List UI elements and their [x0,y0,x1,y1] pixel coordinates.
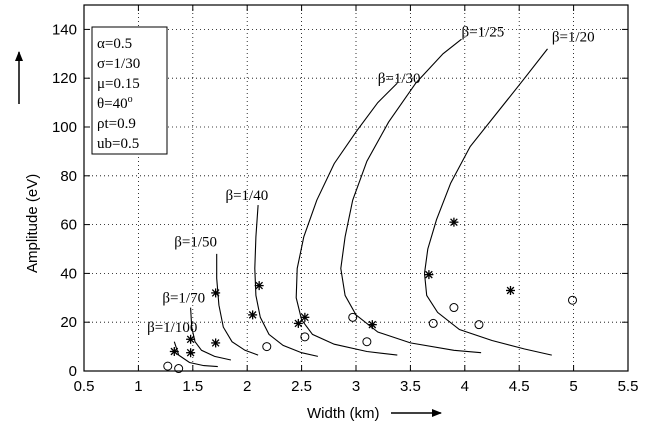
asterisk-stroke [425,270,433,279]
asterisk-stroke [301,313,309,322]
beta-curve-label: β=1/25 [462,25,505,41]
asterisk-marker [424,270,434,280]
beta-curve-label: β=1/70 [162,291,205,307]
param-theta-text: θ=40 [97,96,128,112]
asterisk-marker [248,310,258,320]
x-tick-label: 2 [243,378,251,395]
asterisk-marker [186,348,196,358]
y-tick-label: 80 [60,168,77,185]
parameter-box: α=0.5 σ=1/30 μ=0.15 θ=40o ρt=0.9 ub=0.5 [91,26,168,155]
asterisk-stroke [506,286,515,295]
beta-curve-label: β=1/30 [378,71,421,87]
asterisk-stroke [255,281,264,290]
asterisk-marker [300,312,310,322]
asterisk-marker [505,285,515,295]
beta-curve [423,48,552,356]
beta-curve [216,253,259,356]
beta-curve [254,205,319,357]
circle-marker [362,337,372,347]
beta-curve-label: β=1/100 [147,320,197,336]
x-tick-label: 4 [461,378,469,395]
x-tick-label: 3 [352,378,360,395]
param-theta-superscript: o [128,94,133,105]
asterisk-stroke [294,319,303,328]
y-tick-label: 120 [52,70,77,87]
asterisk-stroke [186,348,195,357]
beta-curve-label: β=1/40 [225,188,268,204]
parameter-box-frame [91,26,168,155]
circle-marker [568,295,578,305]
y-tick-label: 100 [52,119,77,136]
circle-marker [300,332,310,342]
y-tick-label: 0 [69,363,77,380]
x-tick-label: 1.5 [182,378,203,395]
param-rho-text: ρt=0.9 [97,116,136,132]
ticks: 0.5 1 1.5 2 2.5 3 3.5 4 4.5 5 5.5 0 20 40 60 80 100 120 14… [52,5,638,395]
circle-marker [262,342,272,352]
asterisk-marker [367,320,377,330]
circle-marker [348,312,358,322]
asterisk-stroke [170,347,179,356]
param-theta: θ=40o [97,94,133,112]
y-axis-label: Amplitude (eV) [24,174,41,273]
asterisk-stroke [450,218,458,226]
y-tick-label: 40 [60,265,77,282]
param-ub-text: ub=0.5 [97,136,139,152]
x-tick-label: 3.5 [400,378,421,395]
y-tick-label: 60 [60,217,77,234]
asterisk-marker [254,281,264,291]
asterisk-marker [211,338,221,348]
beta-curve [295,82,398,356]
beta-curve-label: β=1/20 [552,30,595,46]
x-tick-label: 2.5 [291,378,312,395]
asterisk-marker [211,288,221,298]
param-alpha: α=0.5 [97,36,132,52]
asterisk-marker [293,318,303,328]
circle-marker [449,303,459,313]
beta-curve [190,307,232,361]
asterisk-marker [169,346,179,356]
circle-marker [428,318,438,328]
param-sigma: σ=1/30 [97,56,140,72]
asterisk-stroke [211,289,220,297]
grid [84,5,628,371]
param-rho: ρt=0.9 [97,116,136,132]
param-ub: ub=0.5 [97,136,139,152]
x-tick-label: 4.5 [509,378,530,395]
param-mu: μ=0.15 [97,76,140,92]
x-tick-label: 5.5 [618,378,639,395]
asterisk-stroke [211,339,220,347]
markers [163,217,578,374]
y-tick-label: 140 [52,21,77,38]
x-axis-label: Width (km) [307,405,380,422]
x-tick-label: 0.5 [74,378,95,395]
x-tick-label: 1 [134,378,142,395]
circle-marker [474,320,484,330]
asterisk-stroke [248,311,257,319]
y-tick-label: 20 [60,314,77,331]
beta-curve [173,341,218,368]
asterisk-marker [449,217,459,227]
x-tick-label: 5 [569,378,577,395]
beta-curve [340,38,482,354]
circle-marker [174,364,184,374]
curves: β=1/100 β=1/70 β=1/50 β=1/40 β=1/30 β=1/25 β=1… [147,25,595,368]
asterisk-stroke [368,320,377,329]
circle-marker [163,361,173,371]
asterisk-marker [186,334,196,344]
asterisk-stroke [186,335,195,344]
beta-curve-label: β=1/50 [174,235,217,251]
